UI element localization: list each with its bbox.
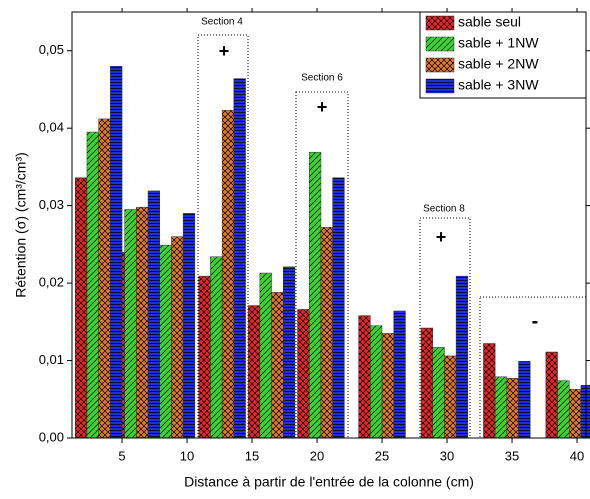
legend-label: sable + 1NW xyxy=(458,35,539,51)
bar xyxy=(320,227,333,439)
bar xyxy=(545,351,558,439)
legend-swatch xyxy=(425,57,455,73)
x-tick-label: 30 xyxy=(440,448,454,463)
legend-swatch xyxy=(425,78,455,94)
x-tick-label: 10 xyxy=(180,448,194,463)
bar xyxy=(259,272,272,439)
bar xyxy=(74,177,88,439)
bar xyxy=(171,236,184,439)
x-tick-label: 5 xyxy=(118,448,125,463)
bar xyxy=(518,361,531,439)
bar xyxy=(182,213,196,439)
annotation: + xyxy=(436,227,447,247)
y-tick-label: 0,05 xyxy=(39,42,64,57)
legend-label: sable + 2NW xyxy=(458,56,539,72)
bar xyxy=(124,209,137,439)
annotation: + xyxy=(317,97,328,117)
bar xyxy=(420,327,433,439)
bar xyxy=(221,110,235,439)
annotation: - xyxy=(532,310,539,332)
x-tick-label: 25 xyxy=(375,448,389,463)
y-tick-label: 0,04 xyxy=(39,120,64,135)
bar xyxy=(271,292,284,439)
bar xyxy=(506,378,519,439)
bar xyxy=(198,275,211,439)
legend-label: sable seul xyxy=(458,14,521,30)
bar xyxy=(110,65,123,439)
bar xyxy=(444,355,457,439)
bar xyxy=(86,131,99,439)
bar xyxy=(247,305,261,439)
bar xyxy=(455,275,469,439)
bar xyxy=(358,315,371,439)
bar xyxy=(393,310,406,439)
bar xyxy=(297,309,310,439)
bar xyxy=(483,343,496,439)
bar xyxy=(98,118,111,439)
bar xyxy=(233,78,246,439)
annotation: Section 4 xyxy=(201,17,243,28)
bar xyxy=(381,333,394,439)
bar xyxy=(494,376,508,439)
y-tick-label: 0,01 xyxy=(39,352,64,367)
bar xyxy=(210,256,223,439)
bar xyxy=(432,347,445,439)
bar xyxy=(568,388,582,439)
x-axis-label: Distance à partir de l'entrée de la colo… xyxy=(184,474,474,490)
annotation: Section 6 xyxy=(301,73,343,84)
bar xyxy=(136,206,149,439)
bar xyxy=(159,244,172,439)
x-tick-label: 15 xyxy=(245,448,259,463)
annotation: Section 8 xyxy=(423,204,465,215)
bar xyxy=(308,151,322,439)
y-tick-label: 0,03 xyxy=(39,197,64,212)
bar xyxy=(332,177,345,439)
legend-swatch xyxy=(425,36,455,52)
y-tick-label: 0,02 xyxy=(39,275,64,290)
x-tick-label: 40 xyxy=(570,448,584,463)
legend-swatch xyxy=(425,15,455,31)
plot-frame xyxy=(71,11,587,439)
x-tick-label: 20 xyxy=(310,448,324,463)
y-tick-label: 0,00 xyxy=(39,429,64,444)
bar xyxy=(370,325,383,439)
y-axis-label: Rétention (σ) (cm³/cm³) xyxy=(13,152,29,298)
legend-label: sable + 3NW xyxy=(458,77,539,93)
bar xyxy=(580,385,590,439)
bar xyxy=(282,266,296,439)
bar xyxy=(147,190,160,439)
x-tick-label: 35 xyxy=(505,448,519,463)
bar xyxy=(557,380,570,439)
annotation: + xyxy=(219,41,230,61)
